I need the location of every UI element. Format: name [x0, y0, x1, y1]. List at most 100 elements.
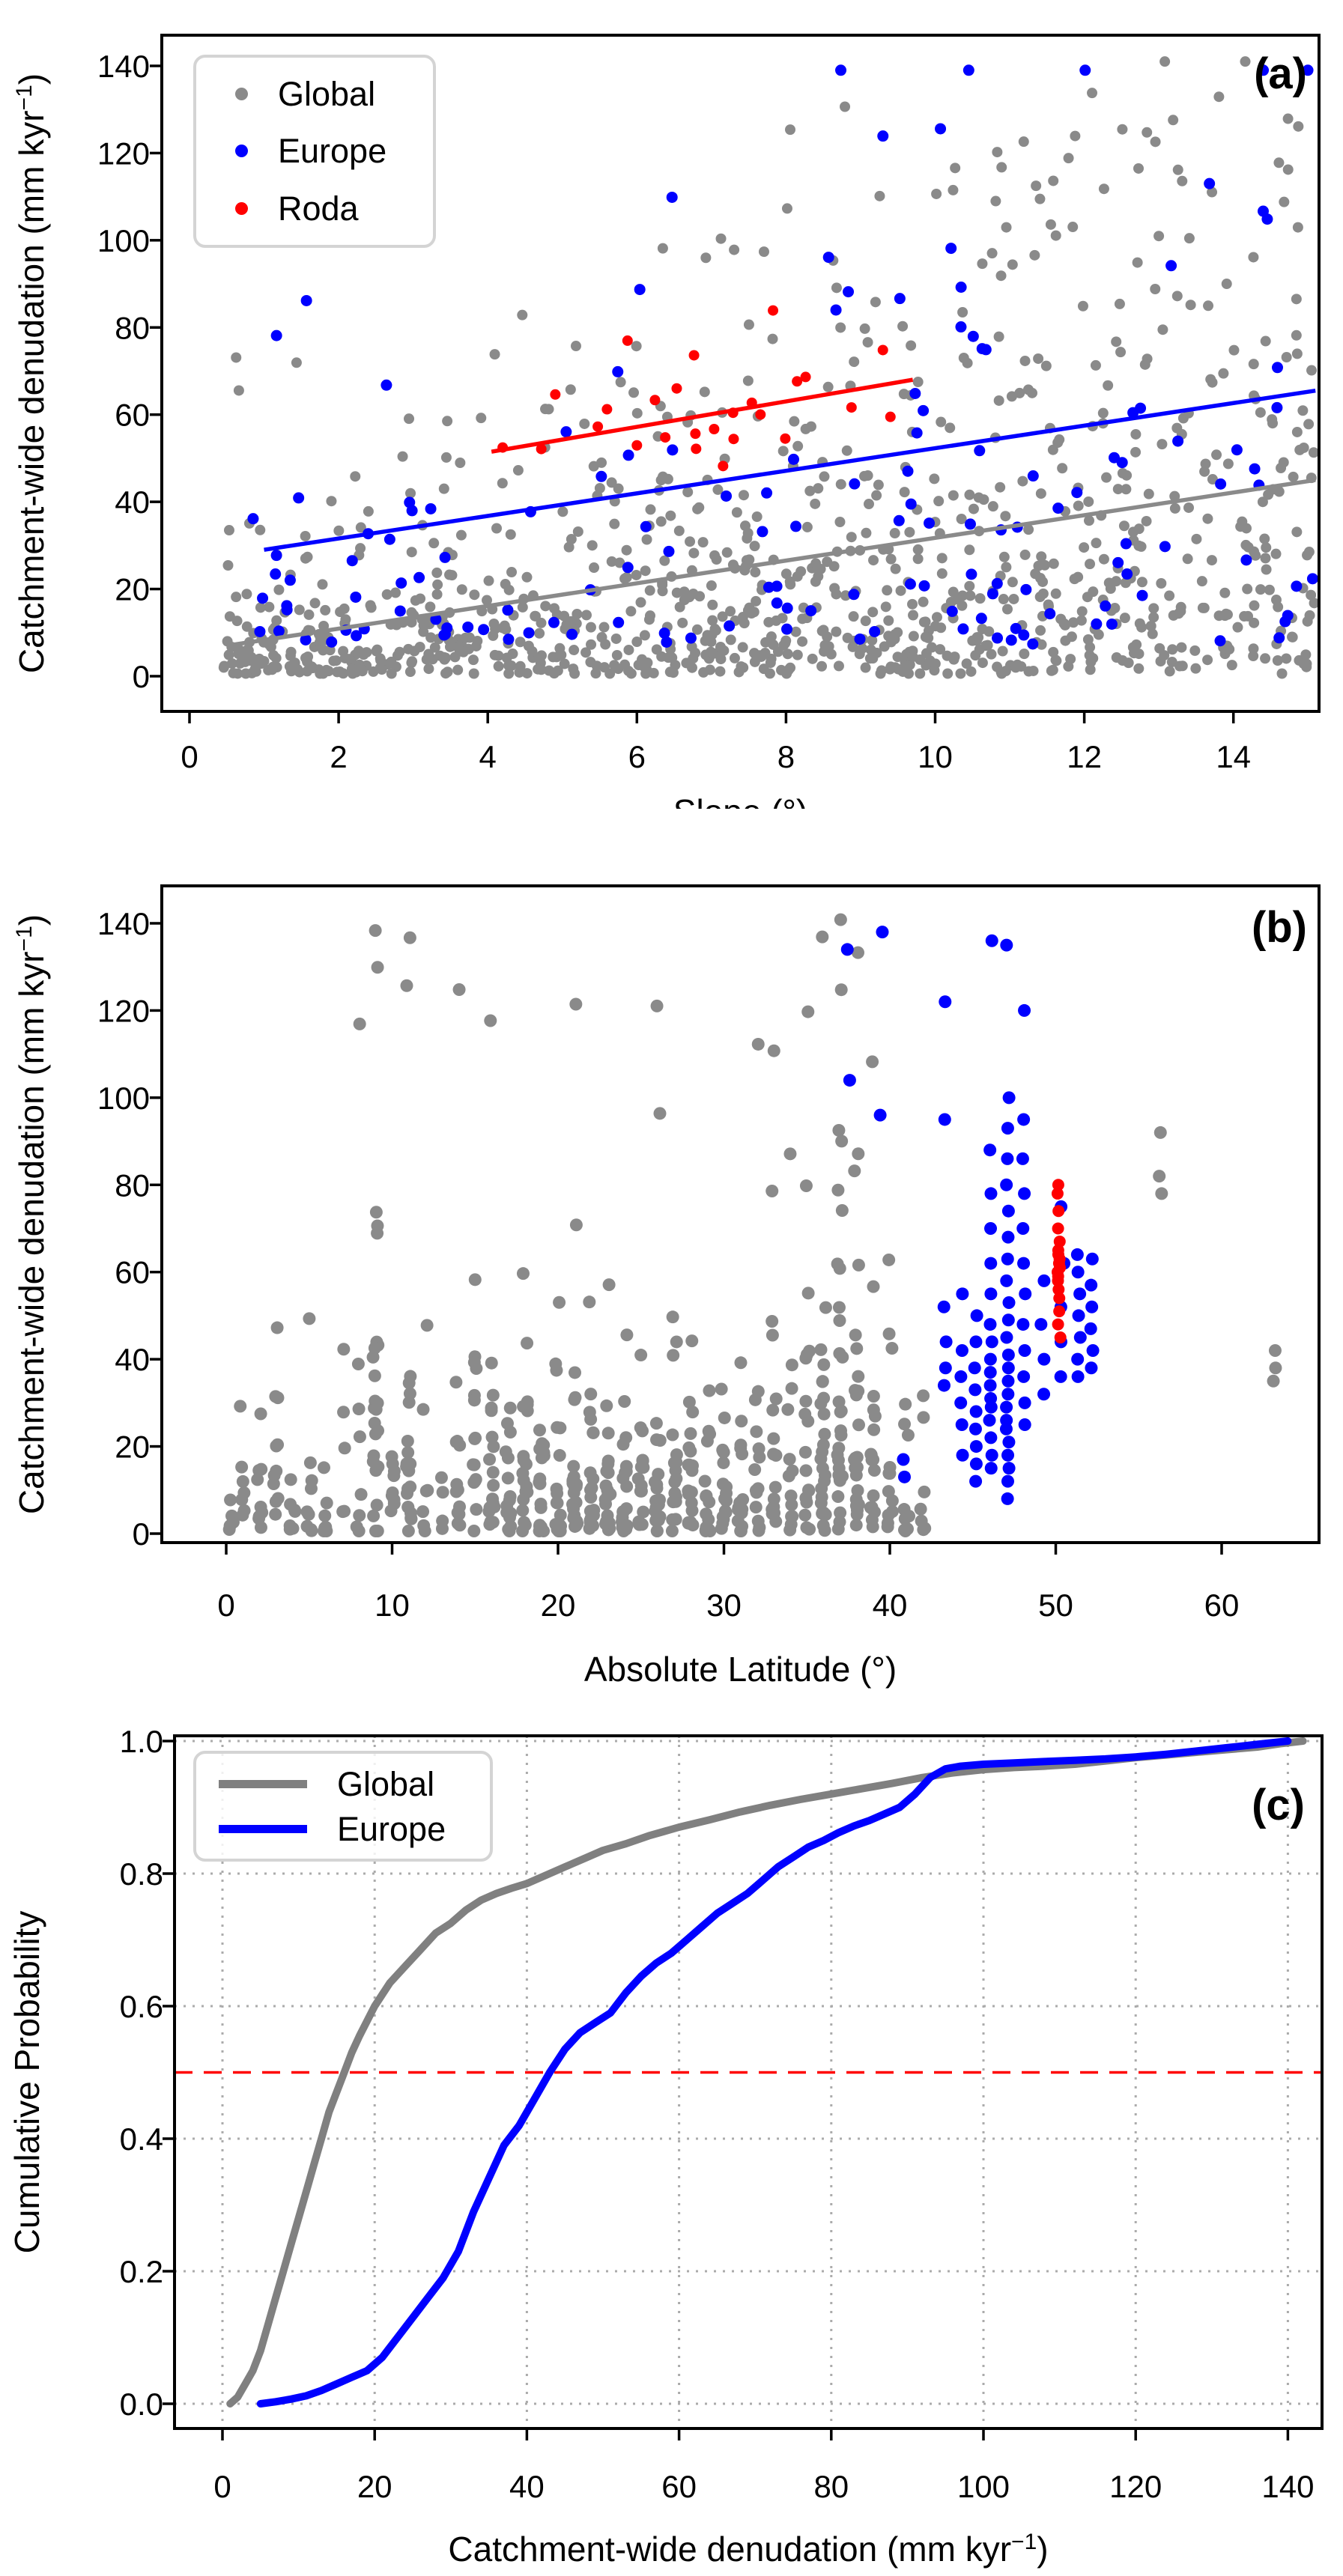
data-point — [401, 1434, 414, 1448]
y-tick-label: 120 — [97, 993, 150, 1028]
data-point — [1167, 644, 1178, 655]
data-point — [831, 282, 842, 294]
data-point — [849, 1519, 863, 1532]
data-point — [958, 352, 969, 363]
data-point — [592, 421, 604, 432]
data-point — [284, 574, 296, 586]
data-point — [898, 1512, 912, 1525]
data-point — [569, 1519, 582, 1533]
data-point — [852, 1147, 865, 1161]
x-tick-label: 100 — [957, 2469, 1010, 2504]
panel-c-cumulative-probability: 0 20 40 60 80 100 120 140 0.0 0.2 0.4 0.6 0.8 1.0 Catc… — [0, 1692, 1343, 2576]
data-point — [799, 1491, 813, 1504]
data-point — [468, 668, 479, 679]
data-point — [902, 465, 914, 477]
data-point — [1308, 447, 1319, 458]
data-point — [303, 609, 315, 620]
data-point — [800, 1521, 813, 1534]
data-point — [1206, 555, 1217, 566]
data-point — [682, 1441, 696, 1454]
data-point — [1037, 1274, 1051, 1287]
data-point — [1067, 222, 1079, 233]
data-point — [233, 385, 244, 396]
x-tick-label: 0 — [181, 739, 198, 774]
x-axis-label: Absolute Latitude (°) — [584, 1650, 897, 1689]
data-point — [840, 101, 851, 112]
data-point — [1157, 324, 1168, 335]
data-point — [300, 530, 311, 541]
data-point — [1249, 463, 1261, 475]
data-point — [563, 541, 575, 553]
x-tick-label: 8 — [777, 739, 795, 774]
data-point — [899, 1525, 912, 1538]
data-point — [543, 404, 554, 415]
data-point — [650, 1525, 664, 1538]
data-point — [1215, 478, 1227, 490]
data-point — [567, 1502, 580, 1516]
data-point — [834, 1428, 848, 1442]
data-point — [788, 453, 800, 465]
data-point — [1098, 553, 1109, 565]
data-point — [737, 642, 748, 653]
data-point — [859, 323, 870, 334]
data-point — [405, 487, 416, 499]
data-point — [628, 387, 640, 398]
data-point — [570, 341, 581, 352]
data-point — [669, 1490, 682, 1504]
data-point — [1242, 583, 1253, 595]
data-point — [777, 446, 789, 457]
data-point — [1047, 444, 1058, 455]
data-point — [368, 1341, 381, 1355]
data-point — [742, 375, 754, 386]
data-point — [986, 248, 998, 259]
data-point — [1176, 642, 1187, 653]
data-point — [500, 579, 511, 590]
y-tick-label: 0.0 — [120, 2387, 163, 2422]
data-point — [880, 601, 891, 613]
data-point — [1117, 124, 1128, 135]
data-point — [309, 598, 321, 609]
data-point — [766, 631, 777, 643]
data-point — [843, 286, 855, 298]
data-point — [849, 1328, 862, 1342]
data-point — [717, 1456, 730, 1469]
data-point — [1287, 631, 1298, 643]
data-point — [375, 663, 386, 674]
series-roda-points — [1051, 1179, 1067, 1344]
data-point — [876, 926, 889, 939]
data-point — [1052, 1283, 1065, 1295]
x-tick-label: 40 — [509, 2469, 545, 2504]
data-point — [948, 490, 959, 501]
data-point — [1073, 1331, 1087, 1344]
data-point — [964, 544, 975, 556]
x-tick-label: 40 — [873, 1588, 908, 1623]
legend-label-europe: Europe — [278, 132, 387, 171]
data-point — [235, 1493, 249, 1507]
data-point — [386, 656, 397, 667]
data-point — [739, 618, 750, 629]
data-point — [467, 1525, 481, 1538]
data-point — [1018, 1418, 1031, 1431]
data-point — [752, 1442, 766, 1456]
data-point — [983, 1366, 997, 1379]
data-point — [428, 538, 440, 549]
panel-c-plot-canvas: 0 20 40 60 80 100 120 140 0.0 0.2 0.4 0.6 0.8 1.0 Catc… — [7, 1724, 1324, 2569]
data-point — [834, 1405, 847, 1418]
data-point — [1136, 541, 1147, 552]
data-point — [452, 664, 464, 675]
data-point — [1169, 490, 1180, 502]
data-point — [548, 616, 560, 628]
data-point — [488, 618, 500, 629]
data-point — [933, 496, 945, 507]
data-point — [866, 1055, 879, 1069]
data-point — [487, 1440, 500, 1453]
data-point — [831, 1453, 845, 1467]
data-point — [640, 565, 651, 577]
data-point — [903, 668, 915, 679]
data-point — [1043, 599, 1054, 610]
data-point — [599, 1516, 613, 1530]
data-point — [1077, 300, 1088, 312]
data-point — [369, 1403, 383, 1416]
data-point — [303, 1456, 317, 1469]
data-point — [816, 660, 828, 672]
